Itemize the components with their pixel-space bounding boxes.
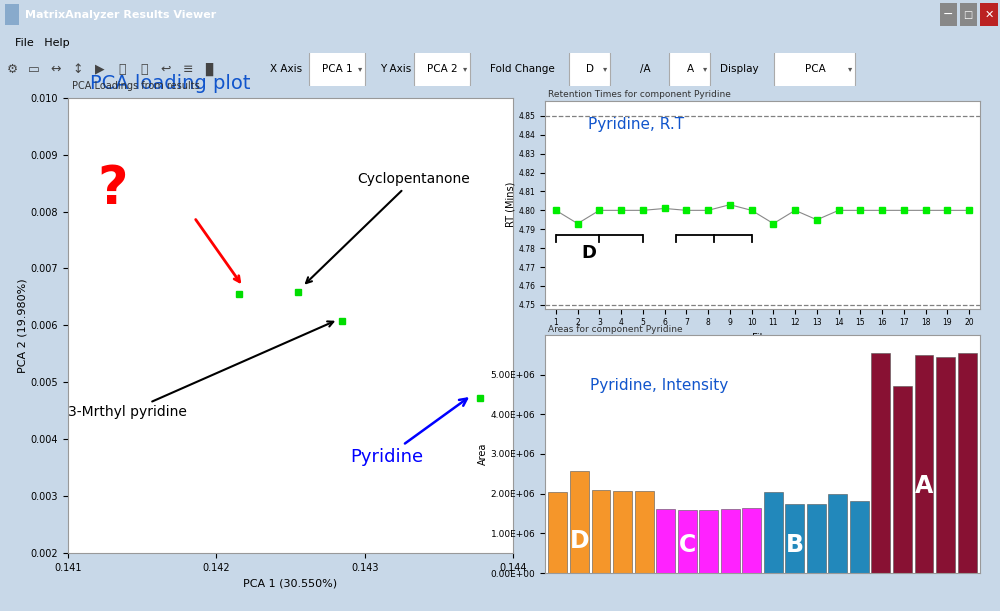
Text: ▾: ▾ [358,65,362,73]
Bar [5,4,19,25]
Text: Retention Times for component Pyridine: Retention Times for component Pyridine [548,90,731,98]
Text: ▊: ▊ [205,62,215,76]
Text: ▭: ▭ [28,62,40,76]
Text: PCA 2: PCA 2 [427,64,458,74]
Text: A: A [915,474,933,498]
Bar [785,503,804,573]
Text: ▾: ▾ [603,65,607,73]
Text: Y Axis: Y Axis [380,64,411,74]
Bar [936,357,955,573]
Text: Areas for component Pyridine: Areas for component Pyridine [548,326,683,334]
Text: Pyridine, R.T: Pyridine, R.T [588,117,685,132]
Text: PCA loading plot: PCA loading plot [90,75,251,93]
Text: ▾: ▾ [848,65,852,73]
Text: ⚙: ⚙ [6,62,18,76]
Text: PCA: PCA [805,64,825,74]
Text: ↕: ↕ [73,62,83,76]
Text: A: A [686,64,694,74]
Text: /A: /A [640,64,651,74]
Text: Pyridine: Pyridine [350,398,467,466]
Text: ⏸: ⏸ [118,62,126,76]
Text: −: − [943,8,953,21]
Text: □: □ [963,10,973,20]
Bar [570,470,589,573]
Y-axis label: PCA 2 (19.980%): PCA 2 (19.980%) [18,278,28,373]
Bar [656,509,675,573]
Text: Display: Display [720,64,759,74]
Bar [548,492,567,573]
Text: Fold Change: Fold Change [490,64,555,74]
Text: D: D [586,64,594,74]
Text: ↩: ↩ [161,62,171,76]
Text: Pyridine, Intensity: Pyridine, Intensity [590,378,728,393]
Bar [699,510,718,573]
Text: D: D [581,244,596,262]
Text: ✕: ✕ [984,10,994,20]
Bar [915,354,933,573]
Text: ?: ? [97,163,128,215]
Y-axis label: Area: Area [478,443,488,465]
Bar [980,3,998,26]
Bar [592,490,610,573]
Bar [940,3,957,26]
Bar [893,386,912,573]
Text: X Axis: X Axis [270,64,302,74]
Text: 3-Mrthyl pyridine: 3-Mrthyl pyridine [68,321,333,419]
Text: ↔: ↔ [51,62,61,76]
Bar [742,508,761,573]
Text: PCA Loadings from results: PCA Loadings from results [72,81,200,90]
FancyBboxPatch shape [774,40,856,98]
Text: MatrixAnalyzer Results Viewer: MatrixAnalyzer Results Viewer [25,10,216,20]
Text: D: D [570,529,589,554]
Text: Cyclopentanone: Cyclopentanone [306,172,470,283]
Text: ⏺: ⏺ [140,62,148,76]
Bar [871,353,890,573]
Text: ▾: ▾ [463,65,467,73]
Y-axis label: RT (Mins): RT (Mins) [506,182,516,227]
Bar [764,492,783,573]
Text: B: B [786,533,804,557]
Bar [958,353,977,573]
Text: C: C [679,533,696,557]
Bar [807,505,826,573]
Text: PCA 1: PCA 1 [322,64,353,74]
Bar [678,510,697,573]
Bar [613,491,632,573]
Text: ▶: ▶ [95,62,105,76]
FancyBboxPatch shape [570,40,610,98]
Text: File   Help: File Help [15,38,70,48]
Bar [635,491,654,573]
X-axis label: Files: Files [752,333,773,343]
Bar [960,3,977,26]
FancyBboxPatch shape [670,40,710,98]
X-axis label: PCA 1 (30.550%): PCA 1 (30.550%) [243,578,338,588]
Text: ≡: ≡ [183,62,193,76]
Text: ▾: ▾ [703,65,707,73]
Bar [828,494,847,573]
FancyBboxPatch shape [310,40,366,98]
Bar [850,501,869,573]
Bar [721,509,740,573]
FancyBboxPatch shape [415,40,471,98]
